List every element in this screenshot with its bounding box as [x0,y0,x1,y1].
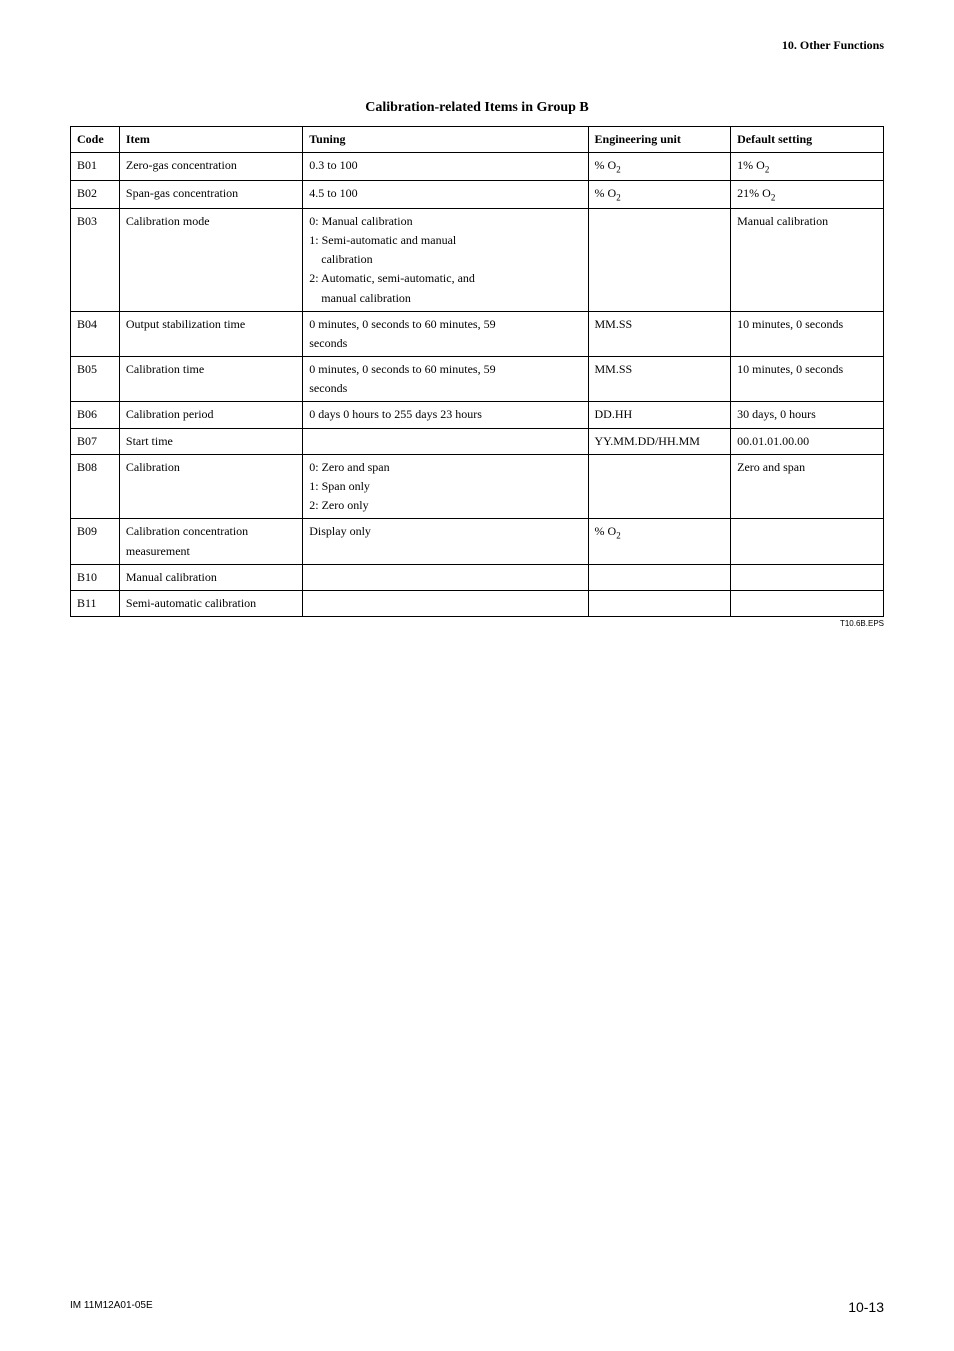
cell-tuning: Display only [303,519,588,564]
table-source-label: T10.6B.EPS [70,619,884,628]
cell-tuning: 0: Zero and span1: Span only2: Zero only [303,454,588,519]
cell-item: Calibration mode [119,208,302,311]
table-row: B08Calibration0: Zero and span1: Span on… [71,454,884,519]
col-item: Item [119,127,302,153]
cell-default: Manual calibration [731,208,884,311]
cell-eng-unit [588,590,731,616]
cell-item: Zero-gas concentration [119,153,302,181]
cell-eng-unit: DD.HH [588,402,731,428]
col-code: Code [71,127,120,153]
cell-item: Calibration time [119,357,302,402]
cell-item: Calibration [119,454,302,519]
cell-code: B03 [71,208,120,311]
cell-code: B08 [71,454,120,519]
cell-tuning [303,590,588,616]
cell-code: B07 [71,428,120,454]
cell-eng-unit: % O2 [588,519,731,564]
table-row: B09Calibration concentrationmeasurementD… [71,519,884,564]
col-eng: Engineering unit [588,127,731,153]
cell-tuning: 0 minutes, 0 seconds to 60 minutes, 59se… [303,357,588,402]
page-header-section: 10. Other Functions [782,38,884,53]
cell-item: Semi-automatic calibration [119,590,302,616]
main-content: Calibration-related Items in Group B Cod… [70,100,884,628]
cell-item: Calibration concentrationmeasurement [119,519,302,564]
table-title: Calibration-related Items in Group B [70,100,884,116]
calibration-table: Code Item Tuning Engineering unit Defaul… [70,126,884,617]
cell-default: 00.01.01.00.00 [731,428,884,454]
cell-default: 10 minutes, 0 seconds [731,357,884,402]
cell-item: Start time [119,428,302,454]
cell-code: B09 [71,519,120,564]
cell-tuning [303,428,588,454]
cell-item: Calibration period [119,402,302,428]
cell-default [731,564,884,590]
cell-eng-unit: % O2 [588,180,731,208]
table-row: B02Span-gas concentration4.5 to 100% O22… [71,180,884,208]
cell-default: 10 minutes, 0 seconds [731,311,884,356]
cell-default [731,519,884,564]
cell-tuning: 0 days 0 hours to 255 days 23 hours [303,402,588,428]
cell-tuning: 0.3 to 100 [303,153,588,181]
cell-code: B11 [71,590,120,616]
cell-eng-unit [588,564,731,590]
cell-eng-unit: % O2 [588,153,731,181]
table-row: B05Calibration time0 minutes, 0 seconds … [71,357,884,402]
cell-default [731,590,884,616]
cell-item: Manual calibration [119,564,302,590]
table-row: B10Manual calibration [71,564,884,590]
cell-code: B01 [71,153,120,181]
col-tuning: Tuning [303,127,588,153]
cell-tuning: 0: Manual calibration1: Semi-automatic a… [303,208,588,311]
cell-default: 1% O2 [731,153,884,181]
cell-eng-unit: MM.SS [588,357,731,402]
cell-eng-unit [588,208,731,311]
table-row: B06Calibration period0 days 0 hours to 2… [71,402,884,428]
cell-eng-unit [588,454,731,519]
cell-code: B05 [71,357,120,402]
cell-tuning [303,564,588,590]
cell-code: B10 [71,564,120,590]
cell-tuning: 0 minutes, 0 seconds to 60 minutes, 59se… [303,311,588,356]
cell-code: B02 [71,180,120,208]
footer-doc-id: IM 11M12A01-05E [70,1300,153,1311]
table-row: B04Output stabilization time0 minutes, 0… [71,311,884,356]
cell-default: Zero and span [731,454,884,519]
col-def: Default setting [731,127,884,153]
table-row: B01Zero-gas concentration0.3 to 100% O21… [71,153,884,181]
cell-code: B04 [71,311,120,356]
table-header-row: Code Item Tuning Engineering unit Defaul… [71,127,884,153]
cell-item: Output stabilization time [119,311,302,356]
cell-code: B06 [71,402,120,428]
table-row: B07Start time YY.MM.DD/HH.MM00.01.01.00.0… [71,428,884,454]
cell-default: 21% O2 [731,180,884,208]
footer-page-number: 10-13 [848,1299,884,1315]
cell-item: Span-gas concentration [119,180,302,208]
table-row: B11Semi-automatic calibration [71,590,884,616]
cell-tuning: 4.5 to 100 [303,180,588,208]
table-row: B03Calibration mode0: Manual calibration… [71,208,884,311]
cell-eng-unit: YY.MM.DD/HH.MM [588,428,731,454]
cell-default: 30 days, 0 hours [731,402,884,428]
cell-eng-unit: MM.SS [588,311,731,356]
